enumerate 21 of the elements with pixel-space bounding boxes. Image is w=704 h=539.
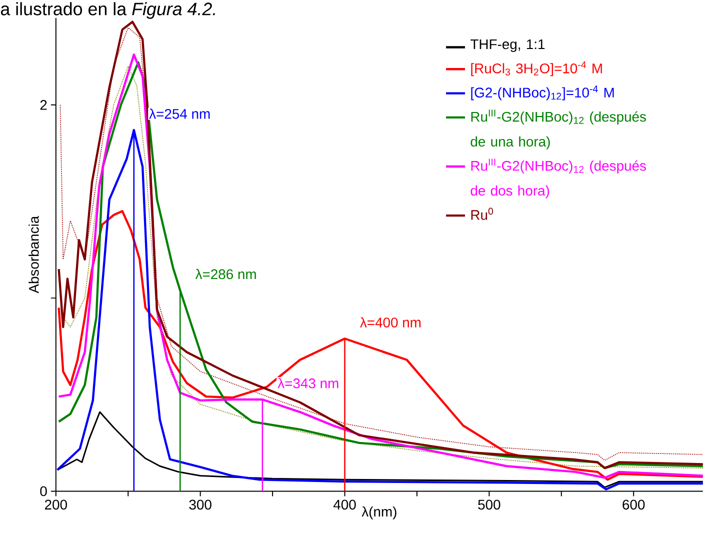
x-axis-title: λ(nm) — [362, 506, 396, 520]
x-tick-label: 600 — [622, 500, 645, 510]
x-tick-label: 300 — [189, 500, 212, 510]
legend-label: [G2-(NHBoc)$_{12}$]=10$^{-4}$ M — [471, 85, 614, 100]
ref-line-label: λ=286 nm — [195, 268, 256, 280]
legend-label: THF-eg, 1:1 — [470, 39, 545, 52]
y-tick-label: 2 — [40, 100, 47, 110]
legend-label: [RuCl$_{3}$ 3H$_{2}$O]=10$^{-4}$ M — [471, 61, 602, 76]
text: Ru$^{III}$-G2(NHBoc)$_{12}$ (después de una hora) — [470, 110, 646, 150]
x-tick-label: 500 — [478, 500, 500, 510]
annotation: a ilustrado en la Figura 4.2. — [0, 2, 215, 19]
ref-line-label: λ=254 nm — [149, 108, 210, 119]
y-axis-title: Absorbancia — [28, 216, 39, 294]
line-series — [56, 411, 704, 488]
y-tick-label: 0 — [40, 486, 47, 496]
ref-line-label: λ=343 nm — [278, 378, 338, 388]
x-tick-label: 400 — [333, 500, 356, 510]
text: Ru$^{III}$-G2(NHBoc)$_{12}$ (después de dos hora) — [470, 158, 646, 198]
x-tick-label: 200 — [45, 500, 67, 510]
ref-line-label: λ=400 nm — [360, 317, 421, 328]
legend-label: Ru$^{0}$ — [471, 208, 494, 220]
